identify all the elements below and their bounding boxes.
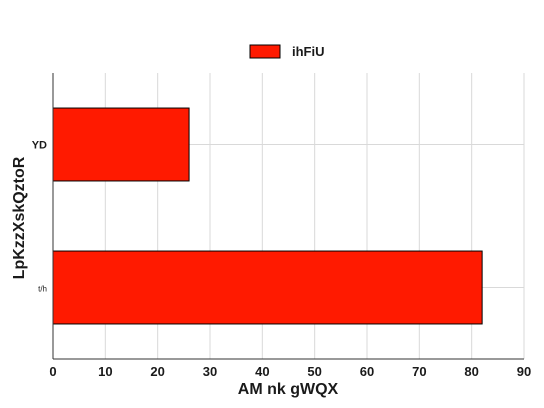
- x-tick-label: 0: [49, 364, 56, 379]
- x-tick-label: 60: [360, 364, 374, 379]
- y-tick-label: t/h: [38, 285, 47, 294]
- x-axis-label: AM nk gWQX: [238, 381, 339, 398]
- legend-label: ihFiU: [292, 44, 325, 59]
- y-axis-label: LpKzzXskQztoR: [11, 156, 28, 279]
- bar-yd: [52, 107, 190, 182]
- x-tick-label: 20: [150, 364, 164, 379]
- x-tick-label: 50: [307, 364, 321, 379]
- x-tick-label: 10: [98, 364, 112, 379]
- x-tick-label: 70: [412, 364, 426, 379]
- x-tick-label: 80: [464, 364, 478, 379]
- x-tick-label: 30: [203, 364, 217, 379]
- y-tick-label: YD: [32, 140, 47, 152]
- x-tick-label: 40: [255, 364, 269, 379]
- axes: 0 10 20 30 40 50 60 70 80 90 YD t/h: [32, 73, 531, 379]
- bar-t-h: [52, 250, 483, 325]
- legend: ihFiU: [249, 44, 325, 59]
- x-tick-label: 90: [517, 364, 531, 379]
- bars: [52, 107, 483, 325]
- legend-swatch: [249, 44, 281, 59]
